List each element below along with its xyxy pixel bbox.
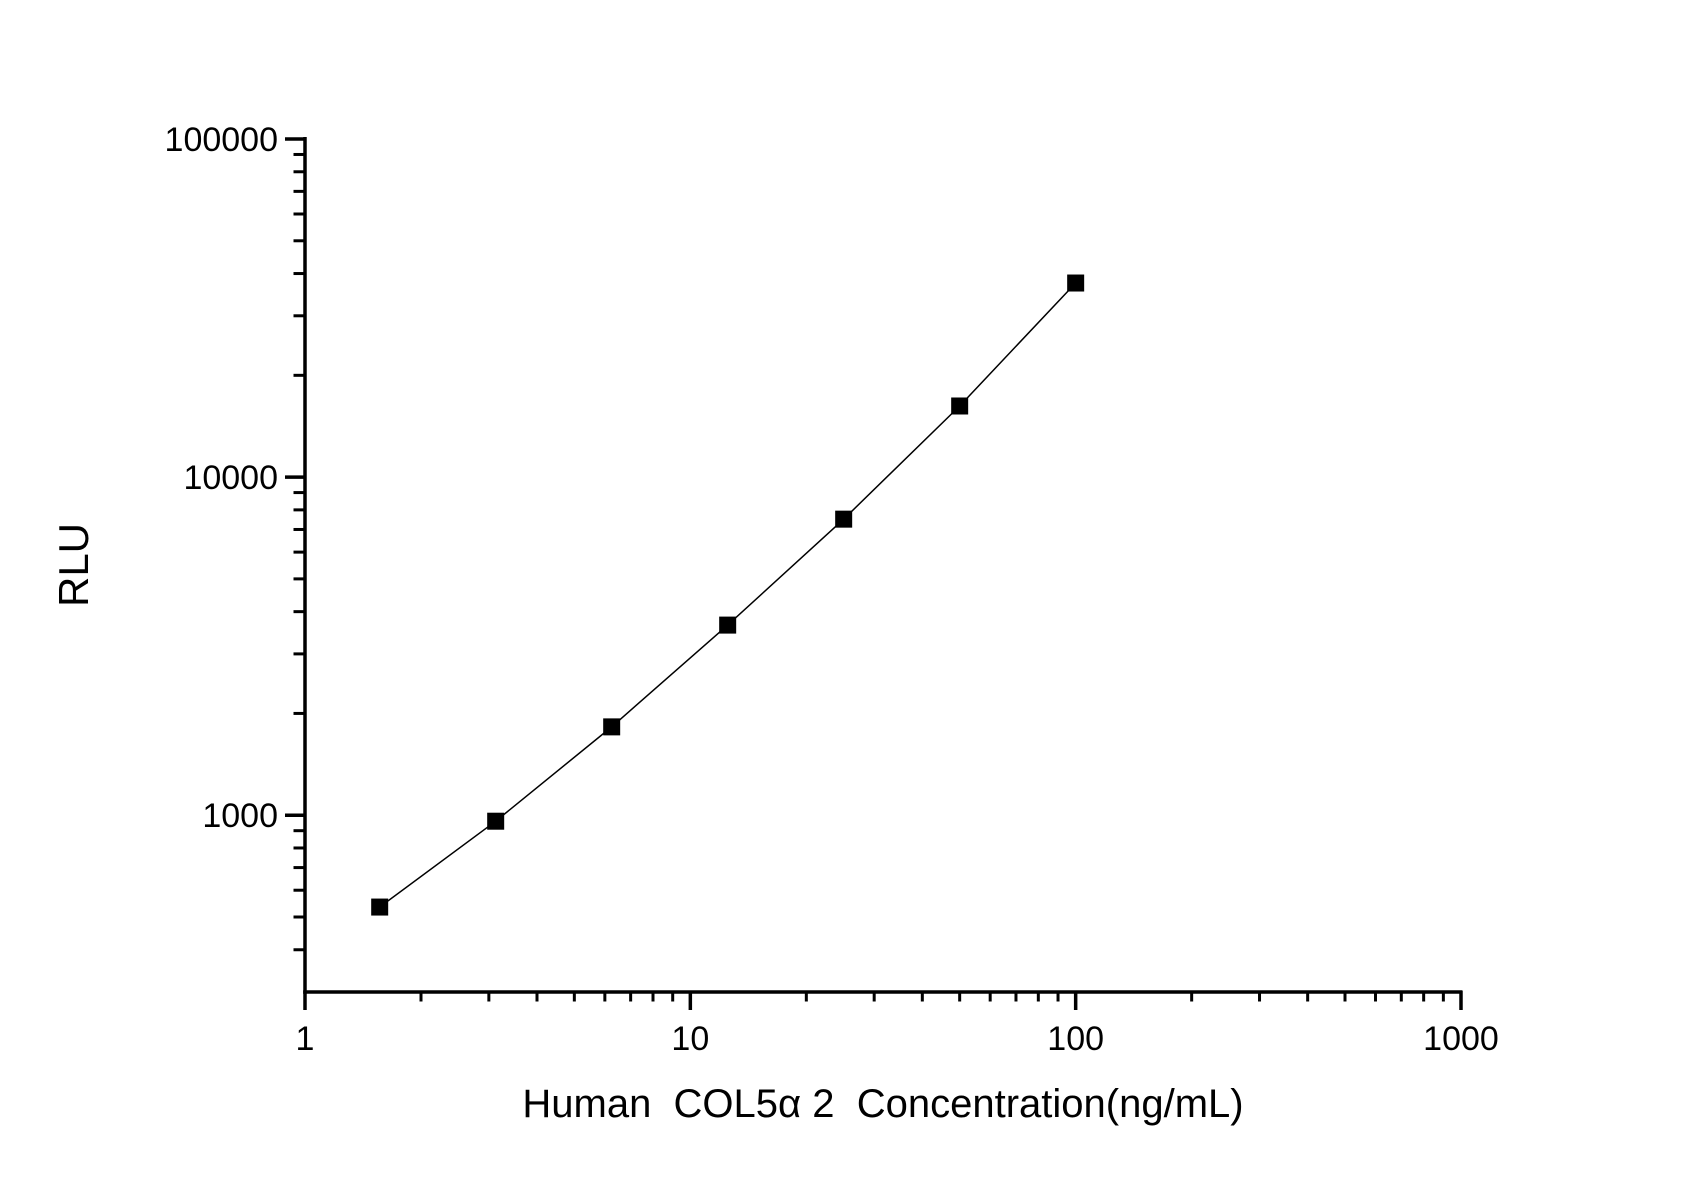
- x-tick-label: 100: [1047, 1020, 1104, 1058]
- data-point-marker: [1067, 274, 1085, 292]
- data-point-marker: [835, 510, 853, 528]
- data-point-marker: [603, 718, 621, 736]
- x-tick-label: 1000: [1423, 1020, 1499, 1058]
- data-point-marker: [487, 812, 505, 830]
- y-tick-label: 100000: [165, 121, 278, 159]
- x-tick-label: 1: [296, 1020, 315, 1058]
- y-axis-title: RLU: [50, 523, 97, 607]
- y-tick-label: 10000: [183, 459, 278, 497]
- y-axis-tick-labels: 1000 10000 100000: [165, 121, 278, 835]
- y-axis-major-ticks: [285, 137, 307, 817]
- data-point-marker: [371, 898, 389, 916]
- data-point-marker: [951, 397, 969, 415]
- x-tick-label: 10: [671, 1020, 709, 1058]
- data-series: [371, 274, 1085, 916]
- x-axis-title: Human COL5α 2 Concentration(ng/mL): [522, 1082, 1243, 1126]
- data-point-marker: [719, 616, 737, 634]
- series-line: [379, 282, 1077, 908]
- y-tick-label: 1000: [202, 797, 278, 835]
- x-axis-tick-labels: 1 10 100 1000: [296, 1020, 1499, 1058]
